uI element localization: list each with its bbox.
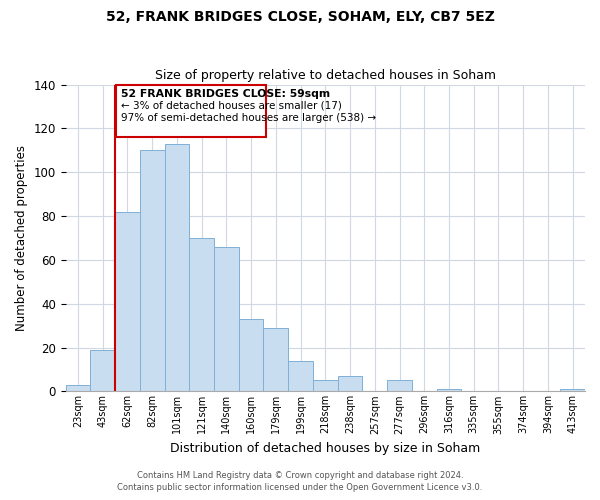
Text: ← 3% of detached houses are smaller (17): ← 3% of detached houses are smaller (17) [121,101,342,111]
Bar [560,389,585,392]
Bar [115,212,140,392]
Text: Contains HM Land Registry data © Crown copyright and database right 2024.
Contai: Contains HM Land Registry data © Crown c… [118,471,482,492]
Bar [338,376,362,392]
Bar [263,328,288,392]
Bar [164,144,190,392]
Bar [239,319,263,392]
Bar [91,350,115,392]
X-axis label: Distribution of detached houses by size in Soham: Distribution of detached houses by size … [170,442,481,455]
FancyBboxPatch shape [116,84,266,137]
Bar [214,246,239,392]
Bar [313,380,338,392]
Title: Size of property relative to detached houses in Soham: Size of property relative to detached ho… [155,69,496,82]
Text: 52 FRANK BRIDGES CLOSE: 59sqm: 52 FRANK BRIDGES CLOSE: 59sqm [121,89,331,99]
Bar [288,360,313,392]
Text: 52, FRANK BRIDGES CLOSE, SOHAM, ELY, CB7 5EZ: 52, FRANK BRIDGES CLOSE, SOHAM, ELY, CB7… [106,10,494,24]
Bar [387,380,412,392]
Bar [190,238,214,392]
Bar [140,150,164,392]
Y-axis label: Number of detached properties: Number of detached properties [15,145,28,331]
Bar [65,385,91,392]
Bar [437,389,461,392]
Text: 97% of semi-detached houses are larger (538) →: 97% of semi-detached houses are larger (… [121,113,376,123]
